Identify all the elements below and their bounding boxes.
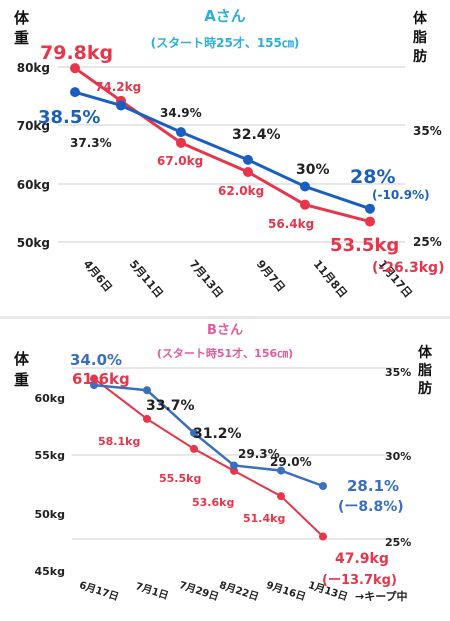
chart-a-bodyfat-point xyxy=(300,181,310,192)
chart-a-weight-label: 79.8kg xyxy=(40,42,113,64)
chart-b-ytick-right: 30% xyxy=(385,450,411,463)
chart-a-weight-label: 56.4kg xyxy=(268,217,314,231)
chart-a-weight-label: 62.0kg xyxy=(218,184,264,198)
chart-a-bodyfat-label: 30% xyxy=(296,162,330,178)
chart-b-weight-point xyxy=(319,532,327,541)
chart-b-ylabel-right: 肪 xyxy=(418,380,432,397)
chart-b-weight-label: 55.5kg xyxy=(159,472,201,485)
chart-b-bodyfat-label: 34.0% xyxy=(70,351,122,369)
chart-b-ytick-left: 45kg xyxy=(35,565,66,578)
chart-b-bodyfat-point xyxy=(143,386,151,395)
chart-b-bodyfat-label: 29.0% xyxy=(270,455,312,469)
chart-b-ylabel-left: 体 xyxy=(14,350,30,368)
chart-a-bodyfat-point xyxy=(70,87,80,98)
chart-b-weight-label: 61.6kg xyxy=(72,370,130,388)
chart-a-ytick-left: 70kg xyxy=(17,119,50,133)
chart-a-weight-label: 67.0kg xyxy=(157,154,203,168)
chart-a-ytick-left: 50kg xyxy=(17,236,50,250)
chart-a-ytick-left: 80kg xyxy=(17,61,50,75)
chart-b-bodyfat-label: 28.1% xyxy=(347,477,399,495)
chart-a-ylabel-right: 肪 xyxy=(413,48,427,65)
chart-b-bodyfat-label: 33.7% xyxy=(146,398,195,414)
chart-b-weight-point xyxy=(277,492,285,501)
chart-b-xtick: 9月16日 xyxy=(265,579,308,603)
chart-b-weight-line xyxy=(93,377,324,538)
chart-b-weight-label: 53.6kg xyxy=(192,496,234,509)
chart-b-bodyfat-point xyxy=(230,461,238,470)
chart-b-bodyfat-label: 29.3% xyxy=(238,447,280,461)
chart-a-xtick: 9月7日 xyxy=(254,258,288,295)
chart-a-weight-line xyxy=(74,66,371,224)
chart-b-weight-label: 51.4kg xyxy=(243,512,285,525)
chart-b-ytick-left: 50kg xyxy=(35,508,66,521)
chart-b-keep-label: →キープ中 xyxy=(355,589,408,603)
chart-a-weight-change: (-26.3kg) xyxy=(372,260,444,276)
chart-a-ytick-right: 35% xyxy=(413,124,442,138)
chart-panel-b: Bさん (スタート時51才、156㎝) 体重体脂肪 60kg 55kg 50kg 45kg 3… xyxy=(0,318,450,621)
chart-a-bodyfat-label: 38.5% xyxy=(38,107,100,128)
chart-b-weight-change: (ー13.7kg) xyxy=(322,573,397,588)
panel-divider xyxy=(0,316,450,319)
chart-a-title: Aさん xyxy=(204,7,246,25)
chart-a-weight-label: 53.5kg xyxy=(330,235,399,256)
chart-a-ylabel-left: 重 xyxy=(14,29,29,47)
chart-b-weight-point xyxy=(190,444,198,453)
chart-a-svg: Aさん(スタート時25才、155㎝)体重体脂肪80kg70kg60kg50kg3… xyxy=(14,7,444,301)
chart-a-ylabel-right: 体 xyxy=(413,10,428,27)
chart-b-weight-label: 58.1kg xyxy=(98,435,140,448)
chart-b-weight-point xyxy=(90,374,98,383)
chart-a-bodyfat-point xyxy=(365,203,375,214)
chart-a-weight-point xyxy=(176,137,186,148)
chart-b-ylabel-right: 脂 xyxy=(417,362,432,379)
chart-panel-a: Aさん (スタート時25才、155㎝) 体重体脂肪 80kg 70kg 60kg 50kg 3… xyxy=(14,7,444,301)
chart-a-bodyfat-change: (-10.9%) xyxy=(372,188,430,202)
chart-a-bodyfat-label: 34.9% xyxy=(160,106,202,120)
chart-b-bodyfat-line xyxy=(93,383,324,488)
chart-a-bodyfat-point xyxy=(243,154,253,165)
chart-a-ylabel-left: 体 xyxy=(14,9,30,27)
chart-a-bodyfat-point xyxy=(176,127,186,138)
chart-b-weight-point xyxy=(143,414,151,423)
chart-a-ylabel-right: 脂 xyxy=(412,29,427,46)
chart-b-ytick-left: 60kg xyxy=(35,392,66,405)
chart-b-ytick-left: 55kg xyxy=(35,449,66,462)
chart-b-bodyfat-change: (ー8.8%) xyxy=(338,499,404,515)
chart-b-xtick: 7月29日 xyxy=(178,579,221,603)
chart-b-bodyfat-label: 31.2% xyxy=(193,426,242,442)
chart-a-bodyfat-point xyxy=(116,100,126,111)
chart-b-bodyfat-point xyxy=(277,466,285,475)
chart-a-bodyfat-label: 32.4% xyxy=(232,127,281,143)
chart-b-ytick-right: 35% xyxy=(385,366,411,379)
chart-a-bodyfat-label: 28% xyxy=(350,166,395,188)
chart-b-ylabel-right: 体 xyxy=(418,344,433,361)
chart-b-svg: Bさん(スタート時51才、156㎝)体重体脂肪60kg55kg50kg45kg3… xyxy=(14,323,433,603)
chart-b-bodyfat-point xyxy=(190,428,198,437)
chart-a-xtick: 7月13日 xyxy=(187,258,226,301)
chart-a-xtick: 11月8日 xyxy=(311,258,350,301)
chart-a-ytick-right: 25% xyxy=(413,235,442,249)
chart-a-bodyfat-label: 37.3% xyxy=(70,136,112,150)
chart-a-weight-point xyxy=(70,63,80,74)
chart-b-bodyfat-point xyxy=(90,381,98,390)
chart-b-title: Bさん xyxy=(207,323,243,338)
chart-a-ytick-left: 60kg xyxy=(17,178,50,192)
chart-a-weight-point xyxy=(365,216,375,227)
chart-a-weight-point xyxy=(300,199,310,210)
chart-b-xtick: 8月22日 xyxy=(218,579,261,603)
chart-a-xtick: 5月11日 xyxy=(127,258,166,301)
chart-a-subtitle: (スタート時25才、155㎝) xyxy=(151,35,300,50)
chart-b-ytick-right: 25% xyxy=(385,536,411,549)
chart-b-bodyfat-point xyxy=(319,481,327,490)
chart-b-ylabel-left: 重 xyxy=(14,371,29,389)
chart-b-weight-label: 47.9kg xyxy=(335,551,389,567)
chart-b-subtitle: (スタート時51才、156㎝) xyxy=(157,346,293,360)
chart-b-xtick: 7月1日 xyxy=(134,580,170,602)
chart-a-weight-point xyxy=(243,167,253,177)
chart-b-xtick: 6月17日 xyxy=(78,579,121,603)
chart-a-bodyfat-line xyxy=(74,90,371,211)
chart-a-weight-label: 74.2kg xyxy=(95,80,141,94)
chart-a-xtick: 4月6日 xyxy=(81,258,115,295)
